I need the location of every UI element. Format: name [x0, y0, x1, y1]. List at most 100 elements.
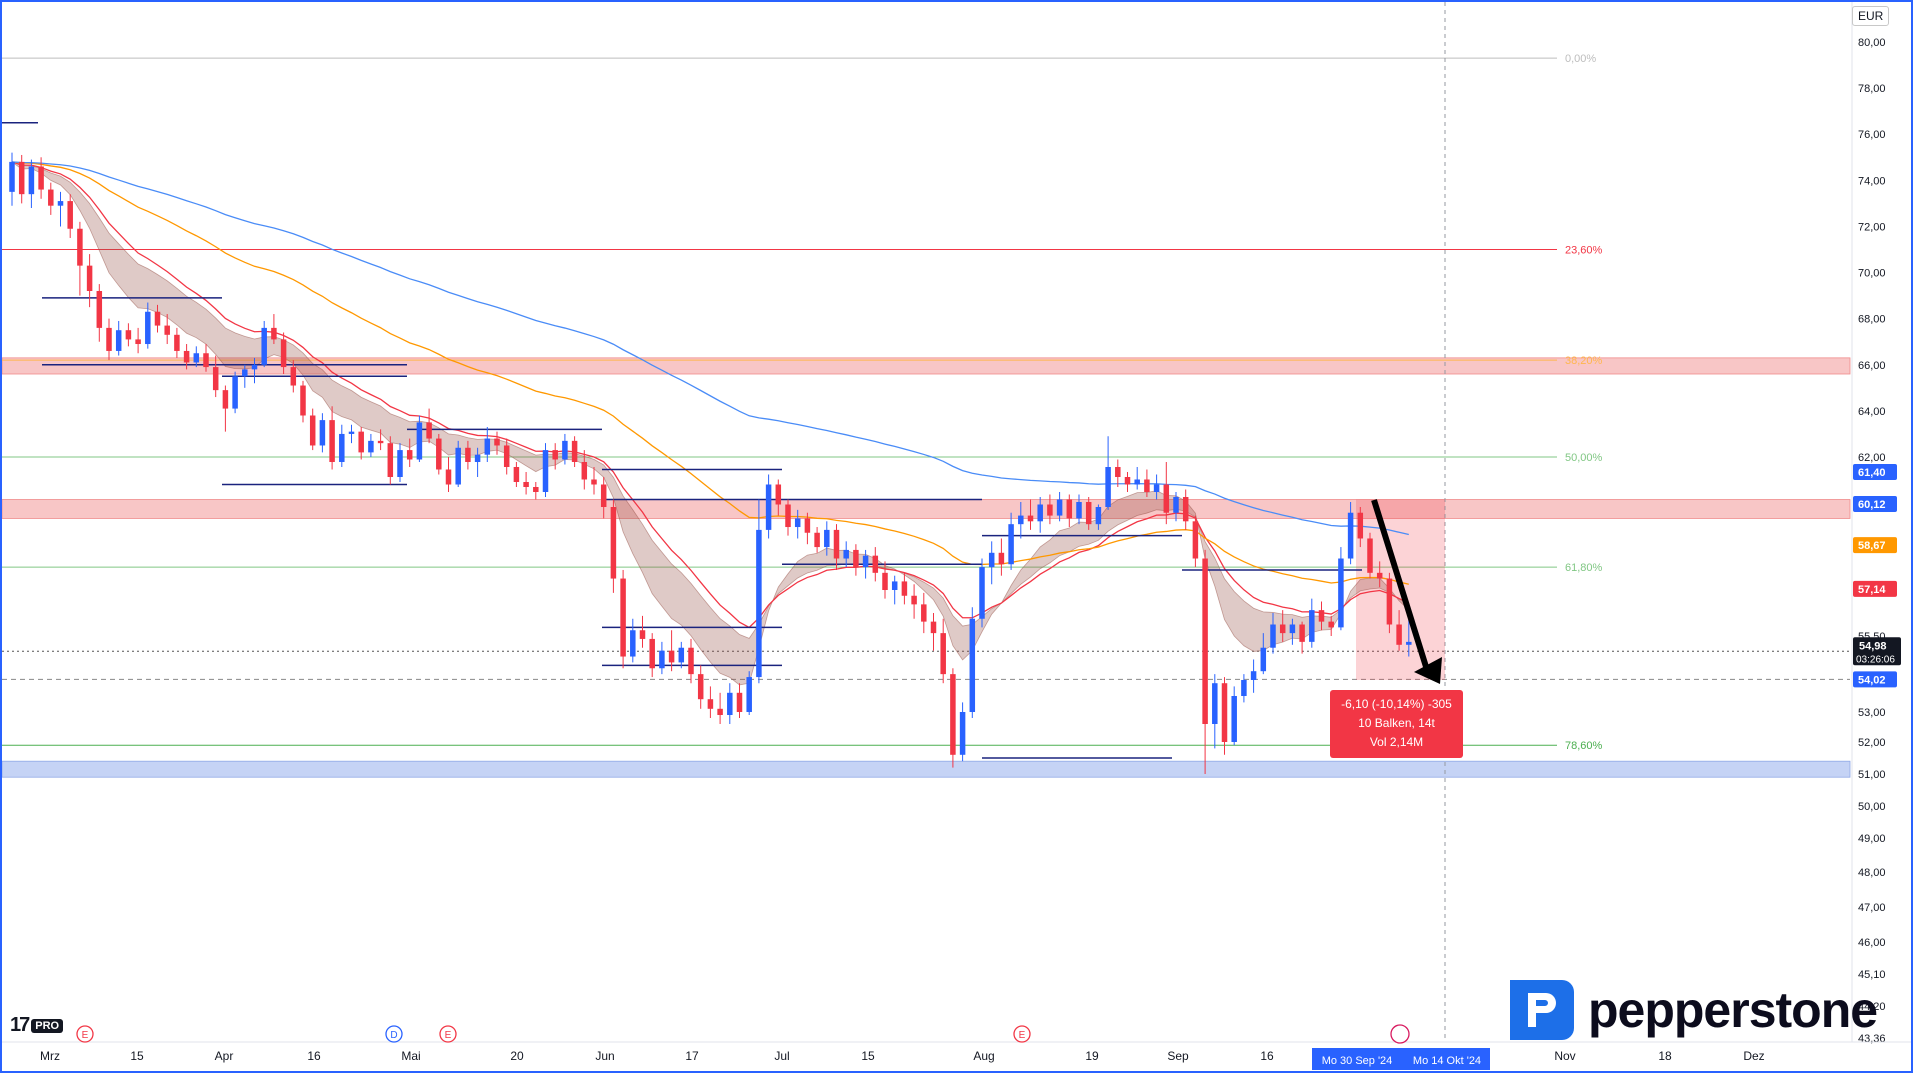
time-tick-label: Dez — [1743, 1049, 1764, 1063]
fib-label-5: 78,60% — [1565, 740, 1603, 752]
candle-body — [571, 440, 578, 462]
price-badge-label: 61,40 — [1858, 467, 1886, 479]
candle-body — [1309, 610, 1315, 642]
lightning-event-icon — [1390, 1024, 1410, 1044]
candle-body — [833, 529, 840, 559]
candle-body — [503, 445, 510, 467]
trend-arrow-head — [1414, 657, 1442, 684]
candle-body — [891, 581, 898, 590]
price-range-measure: -6,10 (-10,14%) -305 10 Balken, 14t Vol … — [1330, 690, 1463, 758]
candle-body — [406, 450, 413, 460]
candle — [96, 284, 103, 342]
candle — [1182, 489, 1189, 530]
candle — [659, 641, 665, 675]
candle — [785, 499, 791, 536]
candle — [406, 438, 413, 467]
time-highlight-bg — [1312, 1048, 1490, 1070]
candle-body — [843, 549, 849, 559]
candle-body — [775, 484, 782, 505]
candle-body — [533, 487, 539, 492]
candle — [1386, 572, 1393, 634]
pepperstone-icon — [1510, 980, 1574, 1040]
price-badge-bg — [1853, 464, 1897, 480]
candle — [1192, 515, 1199, 568]
candle — [1047, 494, 1053, 525]
price-tick-label: 52,00 — [1858, 737, 1886, 749]
candle — [1134, 467, 1140, 490]
candle-body — [67, 201, 73, 229]
candle — [377, 429, 384, 451]
candle-body — [746, 677, 752, 712]
candle-body — [998, 552, 1005, 565]
candle — [562, 433, 568, 465]
candle — [979, 558, 985, 628]
candle-body — [1144, 479, 1150, 492]
candle-body — [1338, 558, 1344, 628]
candle — [1066, 494, 1073, 528]
candle-body — [203, 353, 209, 368]
candle — [183, 344, 190, 370]
zone-resistance-66 — [1, 357, 1851, 375]
candle — [775, 479, 782, 516]
candle-body — [348, 431, 355, 434]
candle — [358, 427, 364, 460]
currency-selector[interactable]: EUR — [1852, 6, 1890, 26]
candle-body — [1192, 521, 1199, 559]
candle-body — [106, 327, 112, 351]
candle-body — [9, 161, 15, 192]
price-badge-bg — [1853, 671, 1897, 688]
candle — [756, 499, 762, 684]
candle — [959, 702, 966, 762]
candle — [212, 355, 219, 398]
trend-arrow-shaft — [1371, 499, 1430, 671]
candle-body — [48, 189, 54, 206]
price-badge-label: 58,67 — [1858, 540, 1886, 552]
candle — [145, 302, 151, 349]
candle — [1115, 459, 1121, 487]
candle-body — [1202, 558, 1208, 724]
candle — [891, 575, 898, 605]
candle — [1231, 686, 1237, 746]
candle — [445, 457, 452, 492]
candle-body — [765, 484, 772, 530]
candle-body — [1241, 680, 1247, 696]
candle — [591, 467, 597, 495]
price-tick-label: 78,00 — [1858, 83, 1886, 95]
time-tick-label: 20 — [510, 1049, 524, 1063]
price-tick-label: 76,00 — [1858, 129, 1886, 141]
candle-body — [368, 440, 374, 453]
tradingview-logo[interactable]: 17 PRO — [10, 1014, 64, 1037]
candle-body — [1250, 671, 1257, 680]
candle-body — [280, 339, 287, 368]
candle — [862, 549, 869, 579]
price-tick-label: 64,00 — [1858, 406, 1886, 418]
price-tick-label: 46,00 — [1858, 937, 1886, 949]
candle-body — [1085, 502, 1092, 525]
candle-body — [416, 422, 423, 460]
candle-body — [145, 311, 151, 345]
ema-ribbon — [11, 161, 1410, 686]
price-tick-label: 47,00 — [1858, 902, 1886, 914]
candle-body — [1163, 484, 1170, 513]
candle-body — [930, 621, 937, 634]
candle-body — [358, 431, 364, 453]
measure-change: -6,10 (-10,14%) -305 — [1341, 697, 1452, 711]
price-badge-label: 60,12 — [1858, 499, 1886, 511]
candle — [814, 527, 820, 553]
candle-body — [1047, 504, 1053, 516]
price-badge-bg — [1853, 580, 1897, 597]
candle — [853, 544, 859, 576]
candle-body — [183, 350, 190, 363]
countdown-timer: 03:26:06 — [1856, 654, 1895, 665]
candle-body — [1027, 515, 1034, 522]
candle-body — [1396, 624, 1402, 645]
candle — [203, 344, 209, 372]
candle-body — [1318, 610, 1325, 622]
candle — [882, 561, 888, 599]
candle — [1212, 674, 1218, 749]
candle-body — [707, 699, 714, 709]
candle-body — [426, 422, 432, 439]
candle — [1173, 492, 1179, 522]
